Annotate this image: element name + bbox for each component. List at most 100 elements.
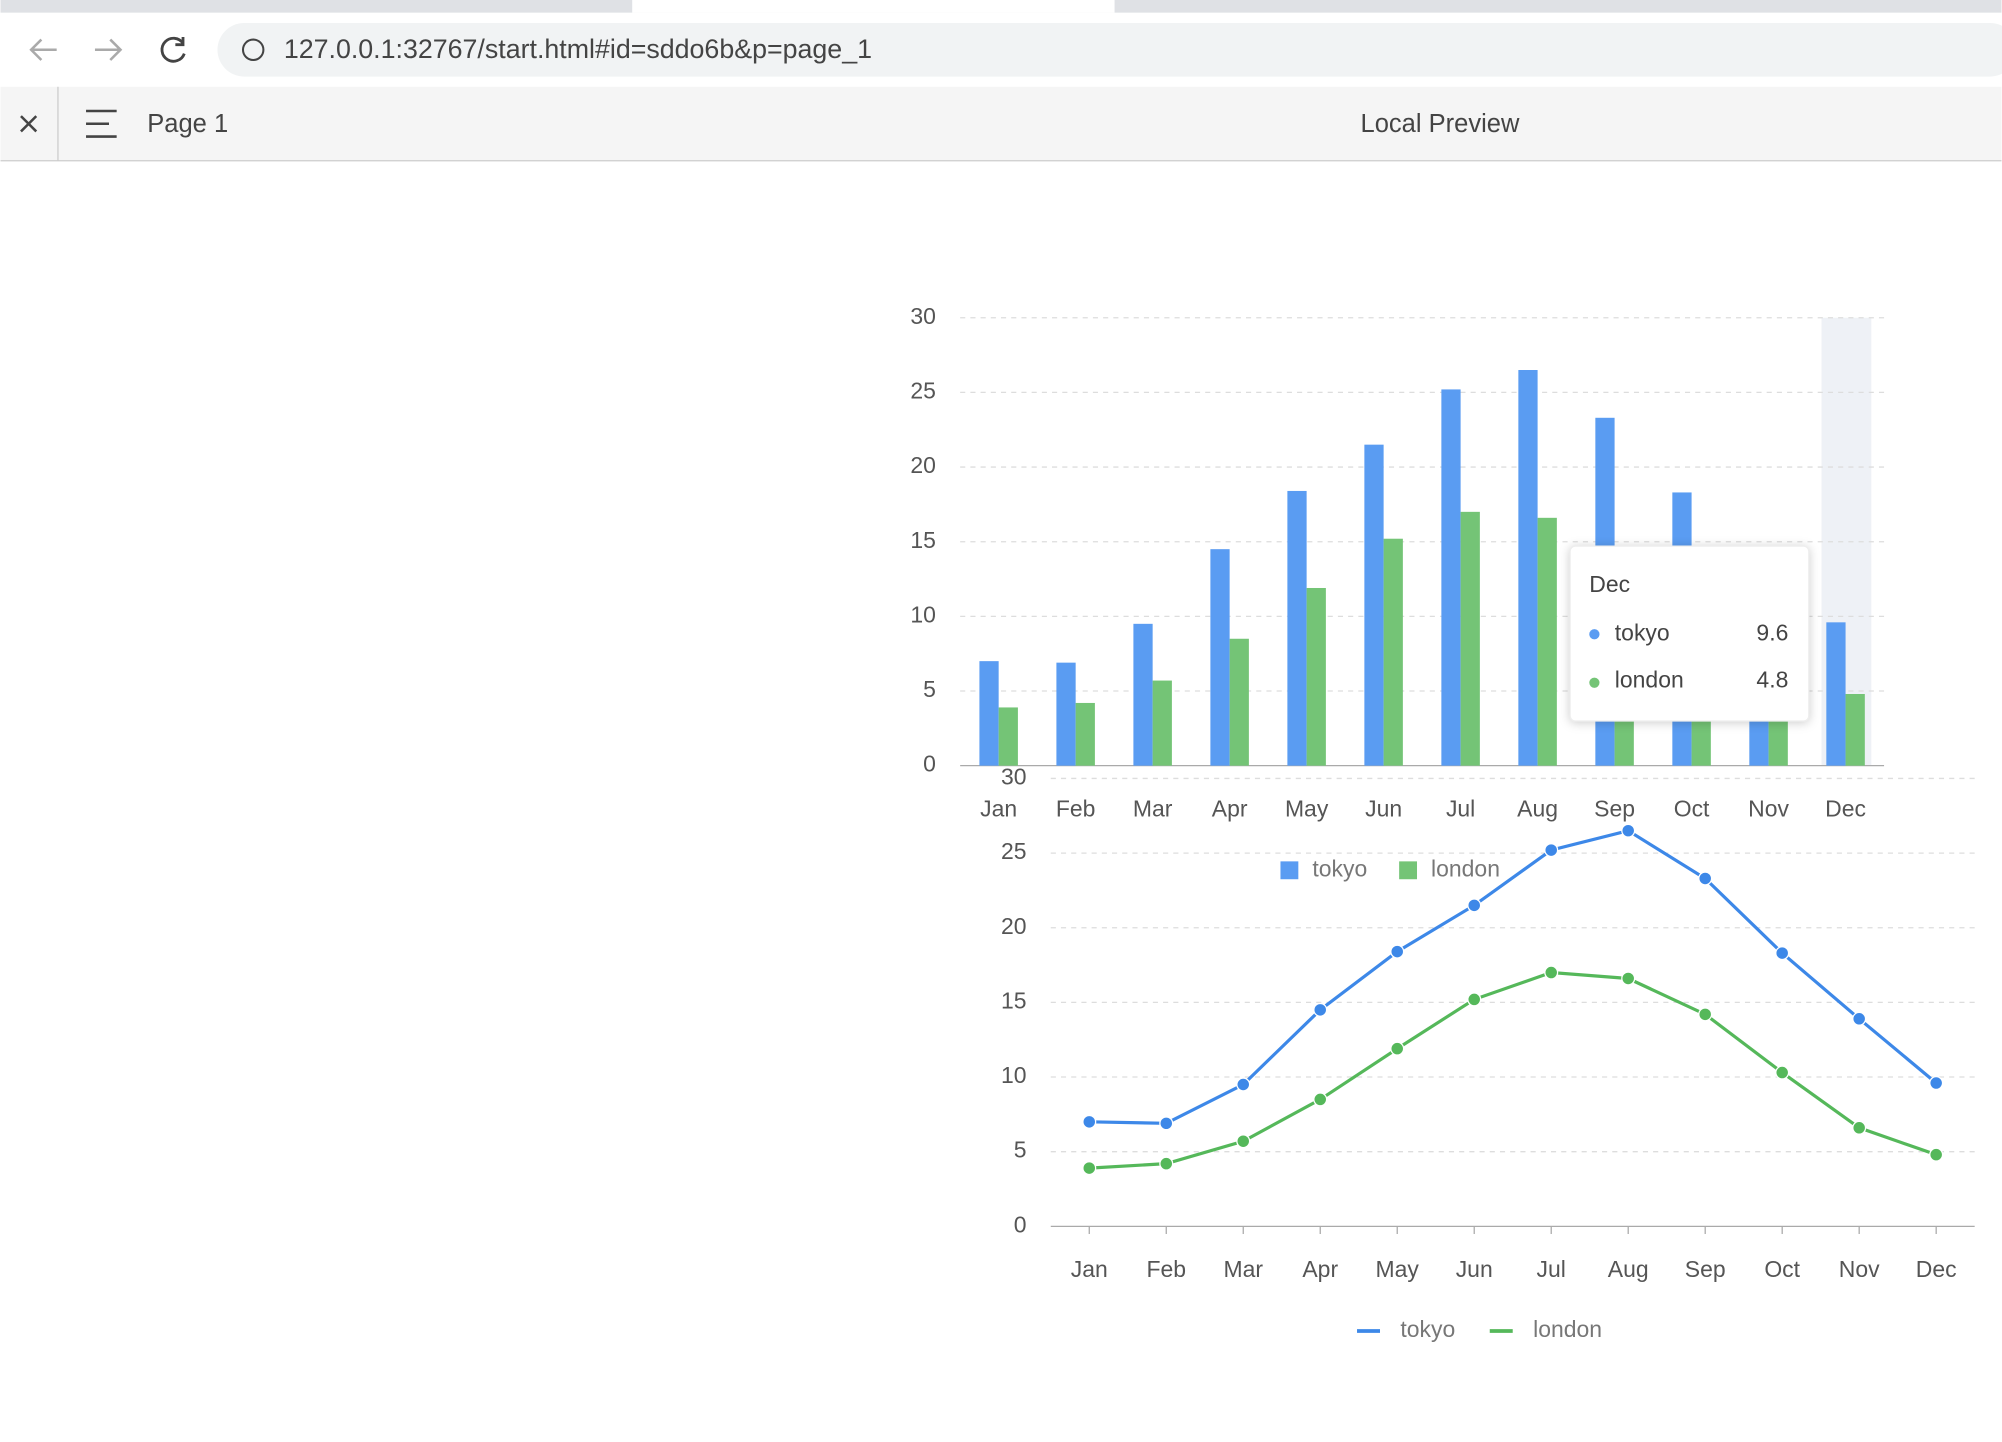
point <box>1775 946 1790 961</box>
x-tick-label: May <box>1376 1256 1420 1282</box>
point <box>1929 1075 1944 1091</box>
tooltip-value: 4.8 <box>1756 667 1788 693</box>
back-button[interactable] <box>29 38 57 61</box>
info-icon[interactable] <box>241 38 265 61</box>
menu-button[interactable] <box>86 109 117 138</box>
bar <box>1537 517 1557 766</box>
x-tick-label: Jul <box>1537 1256 1566 1282</box>
y-tick-label: 25 <box>910 377 936 403</box>
bar <box>998 707 1018 766</box>
point <box>1236 1134 1251 1149</box>
point <box>1467 898 1482 913</box>
tooltip-series: london <box>1615 667 1684 693</box>
y-tick-label: 10 <box>1001 1062 1027 1088</box>
tooltip-value: 9.6 <box>1756 619 1788 645</box>
point <box>1698 871 1713 886</box>
point <box>1852 1120 1867 1135</box>
legend-label: london <box>1533 1316 1602 1342</box>
x-tick-label: Mar <box>1223 1256 1263 1282</box>
bar <box>979 661 999 766</box>
x-tick-label: Sep <box>1685 1256 1726 1282</box>
y-tick-label: 15 <box>910 527 936 553</box>
bar <box>1133 623 1153 766</box>
x-tick-label: Oct <box>1764 1256 1800 1282</box>
bar <box>1152 680 1172 766</box>
x-tick-label: Jun <box>1456 1256 1493 1282</box>
y-tick-label: 20 <box>910 452 936 478</box>
x-tick-label: Aug <box>1517 795 1558 821</box>
x-tick-label: Dec <box>1825 795 1866 821</box>
forward-button[interactable] <box>94 38 123 61</box>
bar <box>1306 587 1326 766</box>
preview-label: Local Preview <box>1361 110 1520 138</box>
tooltip-series: tokyo <box>1615 619 1670 645</box>
y-tick-label: 5 <box>1014 1137 1027 1163</box>
page-label: Page 1 <box>147 110 228 138</box>
reload-button[interactable] <box>160 36 186 63</box>
charts: 0 5 10 15 20 25 30 Jan Feb Mar Apr May Jun Jul Aug Sep O… <box>910 303 1975 1342</box>
y-tick-label: 15 <box>1001 987 1027 1013</box>
legend-swatch <box>1399 861 1418 880</box>
point <box>1313 1092 1328 1107</box>
y-tick-label: 25 <box>1001 838 1027 864</box>
point <box>1698 1007 1713 1022</box>
point <box>1544 965 1559 980</box>
x-tick-label: Apr <box>1302 1256 1338 1282</box>
bar <box>1056 662 1076 766</box>
bar <box>1383 538 1403 766</box>
x-tick-label: Jul <box>1446 795 1475 821</box>
point <box>1775 1065 1790 1080</box>
x-tick-label: Apr <box>1212 795 1248 821</box>
y-tick-label: 30 <box>1001 763 1027 789</box>
x-tick-label: Nov <box>1839 1256 1880 1282</box>
point <box>1313 1002 1328 1017</box>
point <box>1621 823 1636 838</box>
tab-gap <box>632 0 1115 13</box>
bar <box>1364 444 1384 766</box>
close-button[interactable] <box>20 115 38 133</box>
x-tick-label: Feb <box>1146 1256 1186 1282</box>
bar <box>1460 511 1480 766</box>
x-tick-label: Aug <box>1608 1256 1649 1282</box>
bar <box>1441 389 1461 766</box>
point <box>1390 944 1405 959</box>
point <box>1159 1156 1174 1171</box>
legend-label: london <box>1431 855 1500 881</box>
toolbar <box>0 86 2002 161</box>
point <box>1929 1147 1944 1162</box>
line <box>1089 828 1938 1125</box>
point <box>1082 1114 1097 1129</box>
x-tick-label: May <box>1285 795 1329 821</box>
tooltip: Dec tokyo 9.6 london 4.8 <box>1569 545 1810 722</box>
bar <box>1845 693 1865 766</box>
legend-label: tokyo <box>1400 1316 1455 1342</box>
bar <box>1075 702 1095 766</box>
point <box>1159 1116 1174 1131</box>
tooltip-marker <box>1589 629 1600 640</box>
tooltip-box <box>1569 545 1810 722</box>
address-bar[interactable] <box>217 22 2002 77</box>
bar <box>1518 370 1538 766</box>
y-tick-label: 0 <box>923 751 936 777</box>
x-tick-label: Mar <box>1133 795 1173 821</box>
y-tick-label: 5 <box>923 676 936 702</box>
point <box>1544 843 1559 858</box>
point <box>1467 992 1482 1007</box>
x-tick-label: Jan <box>980 795 1017 821</box>
tooltip-title: Dec <box>1589 571 1630 597</box>
bar <box>1229 638 1249 766</box>
x-tick-label: Dec <box>1916 1256 1957 1282</box>
url: 127.0.0.1:32767/start.html#id=sddo6b&p=p… <box>284 34 872 64</box>
x-tick-label: Oct <box>1674 795 1710 821</box>
x-tick-label: Sep <box>1594 795 1635 821</box>
legend-swatch <box>1280 861 1299 880</box>
y-tick-label: 0 <box>1014 1211 1027 1237</box>
bar <box>1210 549 1230 766</box>
point <box>1390 1041 1405 1056</box>
point <box>1082 1161 1097 1176</box>
tooltip-marker <box>1589 677 1600 688</box>
x-tick-label: Jun <box>1365 795 1402 821</box>
x-tick-label: Nov <box>1748 795 1789 821</box>
